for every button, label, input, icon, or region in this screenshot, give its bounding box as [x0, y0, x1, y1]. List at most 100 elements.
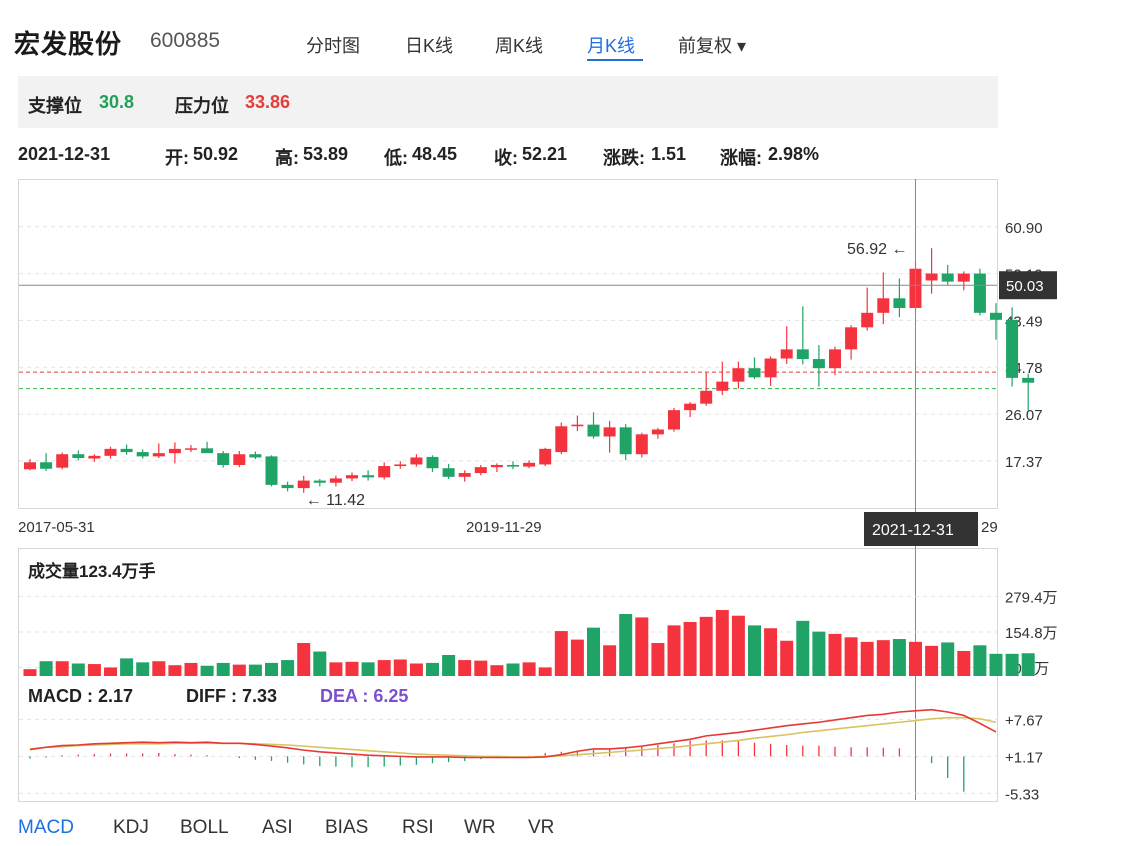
macd-axis-tick: +1.17: [1005, 749, 1043, 766]
volume-bar: [265, 662, 278, 676]
price-chart-panel[interactable]: [18, 179, 998, 509]
crosshair-date-label: 2021-12-31: [872, 522, 954, 539]
candle-body: [748, 368, 761, 378]
indicator-tab-boll[interactable]: BOLL: [180, 817, 229, 838]
candle-body: [877, 298, 890, 313]
indicator-tab-bias[interactable]: BIAS: [325, 817, 369, 838]
volume-bar: [651, 643, 665, 676]
candle-body: [829, 349, 841, 369]
candle-body: [490, 464, 503, 468]
low-label: 低:: [384, 148, 408, 168]
volume-bar: [1005, 653, 1019, 676]
volume-bar: [925, 645, 939, 676]
open-value: 50.92: [193, 144, 239, 164]
tab-weekly-k[interactable]: 周K线: [495, 36, 544, 56]
volume-bar: [780, 640, 794, 676]
indicator-tab-vr[interactable]: VR: [528, 817, 555, 838]
volume-bar: [812, 631, 826, 676]
candle-body: [603, 427, 616, 437]
adjustment-dropdown[interactable]: 前复权 ▾: [678, 36, 747, 56]
volume-bar: [248, 664, 262, 676]
volume-bar: [570, 639, 584, 676]
volume-bar: [87, 664, 101, 676]
volume-bar: [136, 662, 150, 676]
candle-body: [555, 426, 568, 453]
candle-body: [619, 427, 632, 455]
candle-body: [152, 453, 165, 457]
volume-bar: [120, 658, 134, 676]
tab-daily-k[interactable]: 日K线: [405, 36, 454, 56]
max-price-annotation: 56.92 ←: [847, 241, 907, 258]
candle-body: [861, 312, 874, 328]
candle-body: [668, 410, 680, 430]
volume-bar: [71, 663, 85, 676]
price-axis-tick: 60.90: [1005, 220, 1043, 237]
candle-body: [201, 448, 214, 454]
volume-bar: [232, 664, 246, 676]
macd-label: MACD : 2.17: [28, 686, 133, 706]
volume-axis-tick: 154.8万: [1005, 625, 1058, 642]
x-axis-tick-partial: 29: [981, 519, 998, 536]
volume-bar: [748, 625, 761, 676]
candle-body: [587, 424, 600, 437]
volume-bar: [973, 645, 987, 676]
indicator-tab-macd[interactable]: MACD: [18, 817, 74, 838]
volume-bar: [313, 651, 327, 676]
macd-axis-tick: -5.33: [1005, 786, 1039, 803]
high-label: 高:: [275, 148, 299, 168]
volume-bar: [216, 662, 230, 676]
candle-body: [990, 312, 1002, 320]
candle-body: [523, 462, 536, 467]
candle-body: [474, 467, 487, 474]
candle-body: [426, 456, 439, 469]
candle-body: [346, 475, 358, 479]
volume-bar: [55, 661, 69, 676]
candle-body: [297, 480, 310, 489]
tab-intraday[interactable]: 分时图: [306, 36, 360, 56]
volume-bar: [635, 617, 649, 676]
crosshair-price-box: [999, 271, 1057, 300]
candle-body: [185, 448, 197, 450]
candle-body: [313, 480, 326, 483]
candle-body: [716, 381, 729, 391]
volume-bar: [23, 669, 37, 676]
levels-bar: [18, 76, 998, 128]
candle-body: [24, 462, 36, 470]
volume-bar: [892, 639, 906, 676]
volume-bar: [699, 616, 713, 676]
indicator-tab-kdj[interactable]: KDJ: [113, 817, 149, 838]
candle-body: [458, 473, 471, 477]
price-axis-tick: 17.37: [1005, 454, 1043, 471]
candle-body: [700, 390, 713, 404]
resistance-label: 压力位: [175, 96, 229, 116]
tab-monthly-k[interactable]: 月K线: [587, 36, 636, 56]
support-value: 30.8: [99, 92, 135, 112]
candle-body: [442, 468, 455, 477]
volume-bar: [796, 620, 810, 676]
candle-body: [72, 454, 85, 458]
ohlc-date: 2021-12-31: [18, 144, 111, 164]
volume-bar: [619, 614, 633, 676]
indicator-tab-wr[interactable]: WR: [464, 817, 496, 838]
candle-body: [539, 448, 552, 465]
volume-bar: [989, 653, 1003, 676]
volume-bar: [168, 665, 182, 676]
candle-body: [845, 327, 858, 350]
volume-bar: [426, 662, 439, 676]
indicator-tab-asi[interactable]: ASI: [262, 817, 293, 838]
candle-body: [1022, 377, 1035, 383]
volume-bar: [281, 660, 295, 676]
candle-body: [410, 457, 423, 465]
crosshair-price-label: 50.03: [1006, 278, 1044, 295]
volume-bar: [538, 667, 552, 676]
indicator-tab-rsi[interactable]: RSI: [402, 817, 434, 838]
volume-bar: [329, 662, 343, 676]
candle-body: [265, 456, 278, 485]
candle-body: [378, 466, 391, 478]
candle-body: [104, 448, 117, 456]
volume-bar: [715, 610, 729, 676]
candle-body: [217, 453, 230, 465]
candle-body: [1006, 319, 1019, 378]
candle-body: [957, 273, 970, 282]
